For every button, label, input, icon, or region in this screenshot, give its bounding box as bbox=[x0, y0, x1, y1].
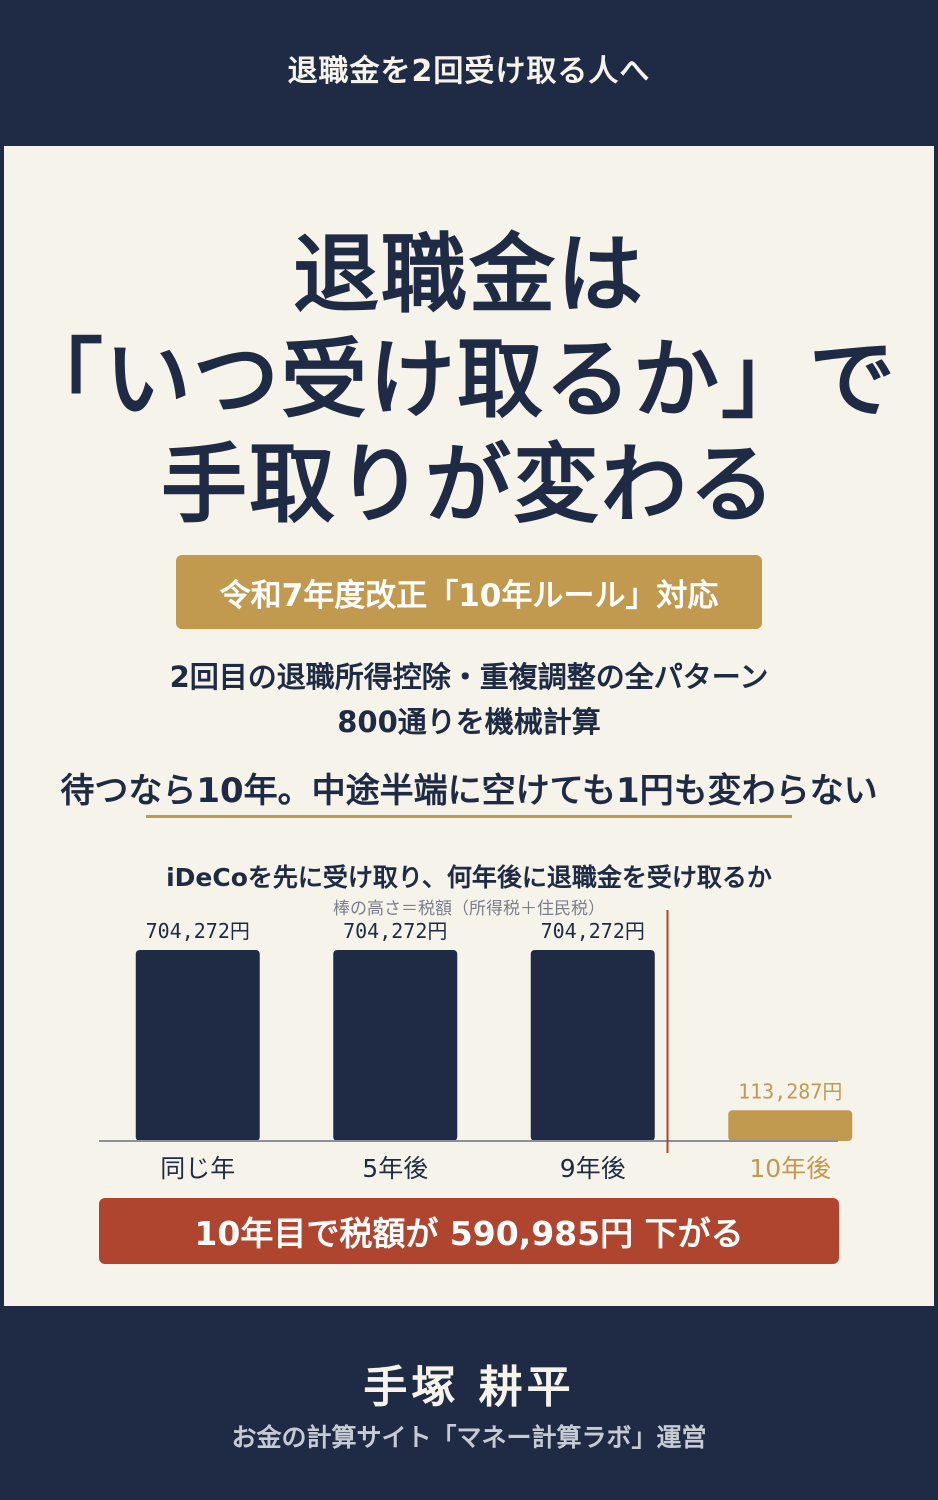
chart-bar bbox=[333, 950, 458, 1141]
chart-bar bbox=[530, 950, 655, 1141]
header-text: 退職金を2回受け取る人へ bbox=[287, 54, 651, 89]
result-banner: 10年目で税額が 590,985円 下がる bbox=[99, 1198, 839, 1264]
chart-category-label: 同じ年 bbox=[160, 1154, 235, 1183]
chart-bar bbox=[728, 1110, 853, 1141]
title-line-1: 退職金は bbox=[293, 225, 645, 325]
chart-category-label: 10年後 bbox=[749, 1154, 831, 1183]
revision-badge: 令和7年度改正「10年ルール」対応 bbox=[176, 555, 762, 629]
chart-value-label: 704,272円 bbox=[343, 919, 447, 943]
chart-category-label: 9年後 bbox=[560, 1154, 626, 1183]
author-name: 手塚 耕平 bbox=[363, 1362, 575, 1413]
tagline: 待つなら10年。中途半端に空けても1円も変わらない bbox=[60, 771, 878, 811]
author-affiliation: お金の計算サイト「マネー計算ラボ」運営 bbox=[231, 1423, 707, 1452]
title-line-2: 「いつ受け取るか」で bbox=[17, 330, 897, 430]
footer-banner: 手塚 耕平 お金の計算サイト「マネー計算ラボ」運営 bbox=[0, 1306, 938, 1500]
subtitle-line-2: 800通りを機械計算 bbox=[337, 705, 601, 739]
chart-value-label: 113,287円 bbox=[738, 1079, 842, 1103]
chart-subtitle: 棒の高さ＝税額（所得税＋住民税） bbox=[333, 899, 605, 919]
header-banner: 退職金を2回受け取る人へ bbox=[0, 0, 938, 146]
gold-divider bbox=[146, 815, 792, 818]
chart-value-label: 704,272円 bbox=[541, 919, 645, 943]
chart-value-label: 704,272円 bbox=[146, 919, 250, 943]
chart-bar bbox=[135, 950, 260, 1141]
subtitle-line-1: 2回目の退職所得控除・重複調整の全パターン bbox=[169, 660, 769, 694]
chart-category-label: 5年後 bbox=[362, 1154, 428, 1183]
title-line-3: 手取りが変わる bbox=[161, 435, 777, 535]
chart-title: iDeCoを先に受け取り、何年後に退職金を受け取るか bbox=[166, 863, 772, 892]
